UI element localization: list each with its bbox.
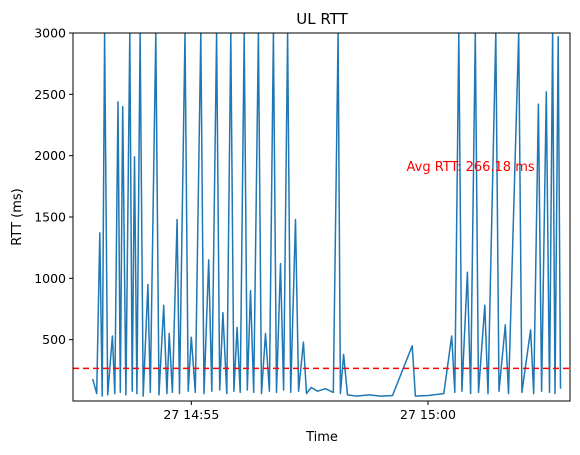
plot-area (73, 33, 570, 397)
x-axis-label: Time (305, 430, 338, 445)
y-tick-label-0: 500 (42, 332, 66, 347)
y-axis: 500 1000 1500 2000 2500 3000 (34, 26, 73, 347)
y-tick-label-1: 1000 (34, 271, 66, 286)
average-annotation: Avg RTT: 266.18 ms (407, 160, 535, 175)
y-tick-label-5: 3000 (34, 26, 66, 41)
chart-title: UL RTT (296, 10, 348, 28)
y-tick-label-2: 1500 (34, 210, 66, 225)
y-axis-label: RTT (ms) (10, 188, 25, 245)
y-tick-label-3: 2000 (34, 148, 66, 163)
y-tick-label-4: 2500 (34, 87, 66, 102)
rtt-series-line-0 (91, 33, 562, 397)
x-tick-label-0: 27 14:55 (163, 407, 219, 422)
x-axis: 27 14:55 27 15:00 (163, 401, 456, 422)
x-tick-label-1: 27 15:00 (400, 407, 456, 422)
